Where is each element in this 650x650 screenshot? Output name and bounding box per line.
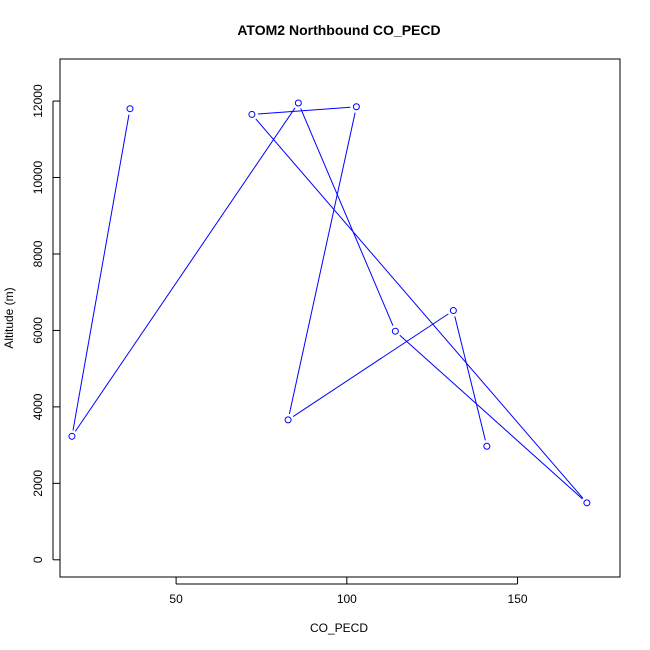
y-tick-label: 4000 xyxy=(31,393,45,420)
data-point xyxy=(126,105,134,113)
y-tick-label: 12000 xyxy=(31,84,45,118)
x-axis-label: CO_PECD xyxy=(310,621,368,635)
series-segment xyxy=(300,108,394,326)
data-point xyxy=(483,442,491,450)
plot-frame xyxy=(59,58,621,578)
series-segment xyxy=(74,107,296,432)
data-point xyxy=(68,432,76,440)
y-tick-label: 8000 xyxy=(31,240,45,267)
data-point xyxy=(583,499,591,507)
series-segment xyxy=(292,313,449,417)
x-tick-label: 150 xyxy=(508,592,528,606)
y-tick-label: 6000 xyxy=(31,317,45,344)
data-point xyxy=(449,307,457,315)
y-tick-label: 10000 xyxy=(31,161,45,195)
series-segment xyxy=(72,114,130,431)
data-point xyxy=(284,416,292,424)
data-point xyxy=(352,103,360,111)
series-segment xyxy=(454,316,486,441)
x-tick-label: 50 xyxy=(169,592,183,606)
series-segment xyxy=(399,334,583,500)
y-axis: 0 2000 4000 6000 8000 10000 12000 xyxy=(31,84,60,563)
series-segment xyxy=(255,118,584,499)
data-point xyxy=(391,327,399,335)
data-point xyxy=(294,99,302,107)
series-layer xyxy=(68,99,591,507)
series-segment xyxy=(257,106,351,115)
chart-title: ATOM2 Northbound CO_PECD xyxy=(237,22,440,38)
data-point xyxy=(248,110,256,118)
y-tick-label: 2000 xyxy=(31,470,45,497)
x-axis: 50 100 150 xyxy=(169,577,528,606)
series-segment xyxy=(288,112,356,415)
y-tick-label: 0 xyxy=(31,556,45,563)
x-tick-label: 100 xyxy=(337,592,357,606)
y-axis-label: Altitude (m) xyxy=(2,287,16,348)
